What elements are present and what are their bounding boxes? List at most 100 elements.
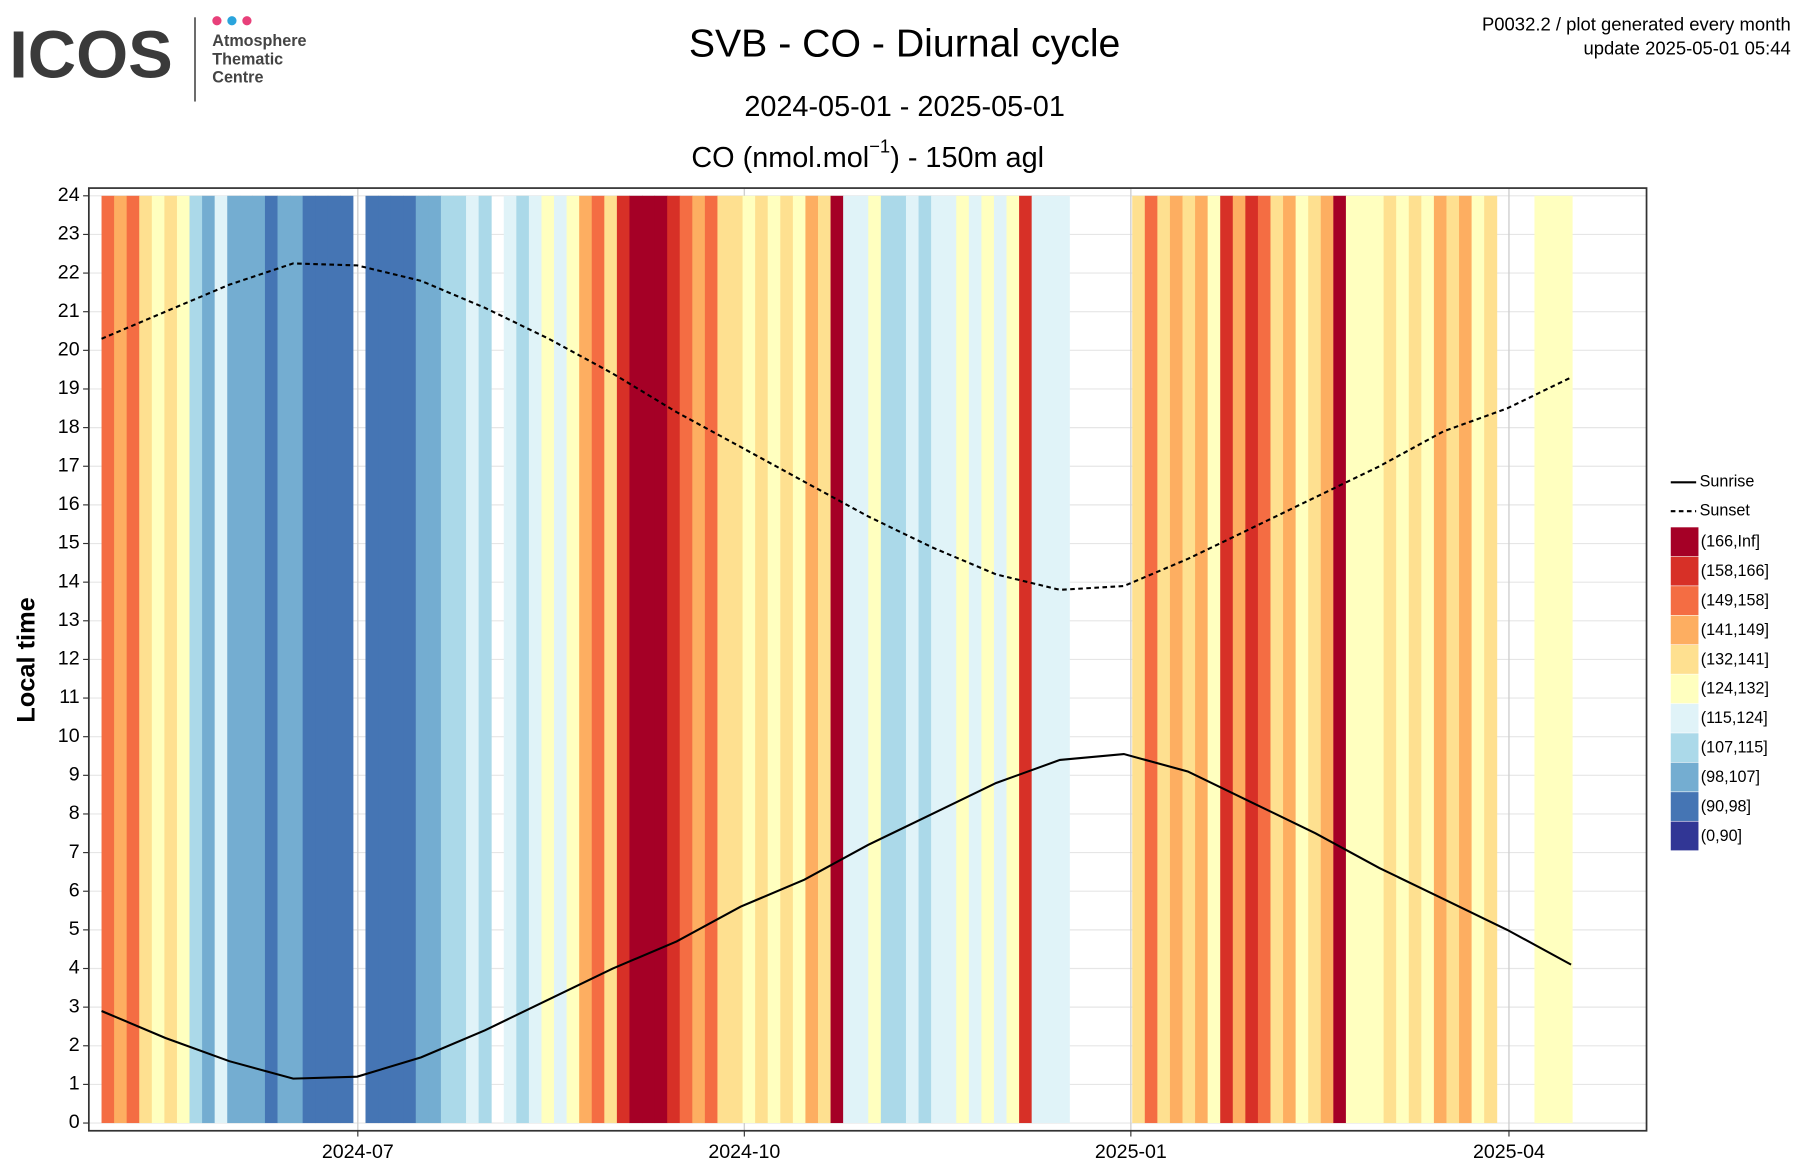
cell — [730, 195, 744, 1124]
y-tick-label: 13 — [58, 609, 80, 631]
cell — [717, 195, 731, 1124]
legend-swatch — [1670, 645, 1699, 674]
cell — [365, 195, 379, 1124]
y-tick-label: 12 — [58, 648, 80, 670]
cell — [755, 195, 769, 1124]
cell — [290, 195, 304, 1124]
cell — [403, 195, 417, 1124]
y-tick-label: 15 — [58, 532, 80, 554]
cell — [340, 195, 354, 1124]
cell — [1396, 195, 1410, 1124]
legend-swatch — [1670, 586, 1699, 615]
cell — [214, 195, 228, 1124]
cell — [327, 195, 341, 1124]
cell — [893, 195, 907, 1124]
logo-dot — [227, 16, 237, 26]
legend-swatch — [1670, 527, 1699, 557]
cell — [302, 195, 316, 1124]
x-tick-label: 2024-10 — [708, 1141, 780, 1163]
cell — [943, 195, 957, 1124]
line — [101, 752, 1572, 1080]
variable-text: CO (nmol.mol — [691, 142, 869, 174]
lines — [101, 262, 1572, 1080]
cell — [1534, 195, 1548, 1124]
cell — [1408, 195, 1422, 1124]
cell — [1245, 195, 1259, 1124]
cell — [202, 195, 216, 1124]
cell — [880, 195, 894, 1124]
cell — [1446, 195, 1460, 1124]
cell — [1295, 195, 1309, 1124]
logo-sub: Thematic — [212, 50, 283, 68]
cell — [767, 195, 781, 1124]
cell — [642, 195, 656, 1124]
legend-label: (166,Inf] — [1701, 533, 1760, 551]
cell — [1220, 195, 1234, 1124]
y-tick-label: 17 — [58, 454, 80, 476]
cell — [1169, 195, 1183, 1124]
cell — [855, 195, 869, 1124]
cell — [1433, 195, 1447, 1124]
cell — [126, 195, 140, 1124]
legend-swatch — [1670, 556, 1699, 586]
x-tick-label: 2025-04 — [1473, 1141, 1545, 1163]
cell — [1471, 195, 1485, 1124]
note: P0032.2 / plot generated every month — [1482, 13, 1791, 34]
legend-label: (0,90] — [1701, 827, 1742, 845]
logo: ICOS — [9, 18, 173, 93]
cell — [981, 195, 995, 1124]
y-tick-label: 10 — [58, 725, 80, 747]
cell — [1207, 195, 1221, 1124]
cell — [1283, 195, 1297, 1124]
cell — [503, 195, 517, 1124]
cell — [114, 195, 128, 1124]
cell — [478, 195, 492, 1124]
y-tick-label: 18 — [58, 416, 80, 438]
legend-swatch — [1670, 821, 1699, 851]
legend-swatch — [1670, 733, 1699, 763]
y-tick-label: 5 — [69, 918, 80, 940]
cell — [817, 195, 832, 1124]
cell — [139, 195, 153, 1124]
logo-dot — [242, 16, 252, 26]
cell — [1182, 195, 1196, 1124]
cell — [792, 195, 806, 1124]
cell — [252, 195, 266, 1124]
cell — [440, 195, 454, 1124]
legend-swatch — [1670, 615, 1699, 645]
cell — [993, 195, 1007, 1124]
cell — [868, 195, 882, 1124]
cell — [1421, 195, 1435, 1124]
cell — [591, 195, 605, 1124]
variable-sup: −1 — [869, 136, 890, 157]
cell — [528, 195, 542, 1124]
cell — [315, 195, 329, 1124]
chart-title: SVB - CO - Diurnal cycle — [689, 22, 1121, 66]
cell — [1371, 195, 1385, 1124]
cell — [239, 195, 253, 1124]
cell — [905, 195, 920, 1124]
cell — [1044, 195, 1058, 1124]
cell — [579, 195, 593, 1124]
cell — [667, 195, 681, 1124]
cell — [1270, 195, 1284, 1124]
cell — [151, 195, 165, 1124]
cell — [1257, 195, 1271, 1124]
legend-label: (107,115] — [1701, 739, 1768, 757]
legend-label: (124,132] — [1701, 680, 1769, 698]
variable-suffix: ) - 150m agl — [890, 142, 1044, 174]
cell — [264, 195, 278, 1124]
legend-swatch — [1670, 762, 1699, 792]
cell — [1383, 195, 1397, 1124]
cell — [704, 195, 718, 1124]
x-tick-label: 2024-07 — [322, 1141, 394, 1163]
cell — [1559, 195, 1573, 1124]
legend-label: (90,98] — [1701, 797, 1751, 815]
cell — [277, 195, 291, 1124]
cells — [101, 195, 1573, 1124]
axes: 0123456789101112131415161718192021222324… — [58, 184, 1545, 1163]
line — [101, 262, 1572, 591]
legend-label: (98,107] — [1701, 768, 1760, 786]
